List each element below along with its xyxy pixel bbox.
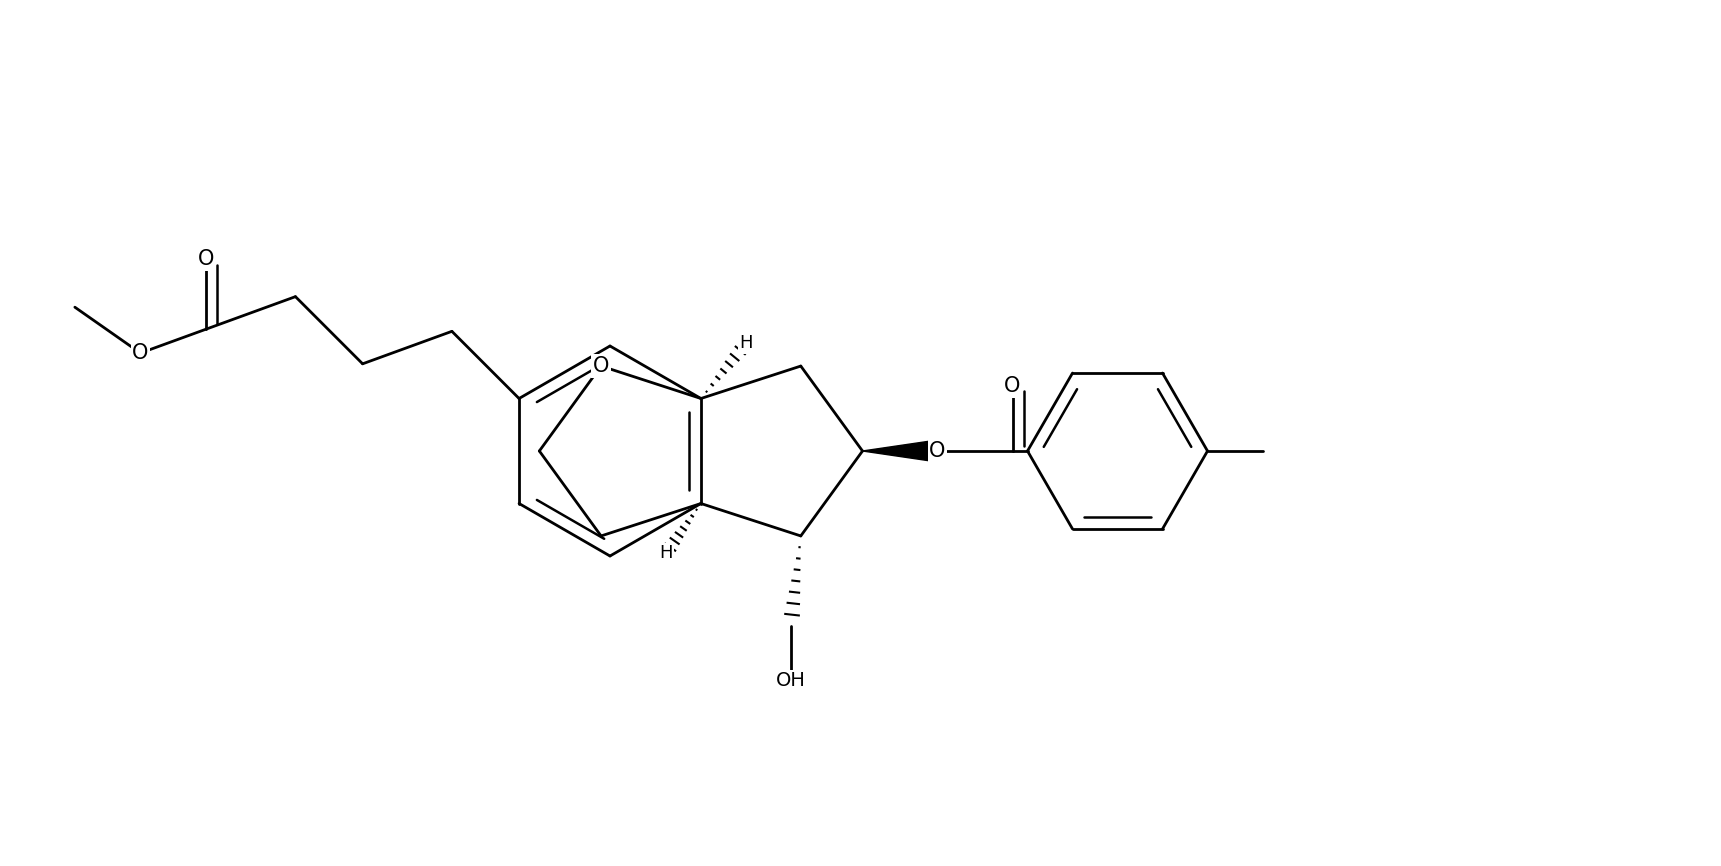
- Text: O: O: [133, 343, 148, 363]
- Text: O: O: [1005, 376, 1021, 396]
- Text: H: H: [740, 334, 752, 352]
- Polygon shape: [862, 440, 938, 462]
- Text: O: O: [198, 249, 215, 269]
- Text: O: O: [929, 441, 947, 461]
- Text: O: O: [592, 356, 609, 376]
- Text: OH: OH: [776, 671, 805, 690]
- Text: H: H: [659, 545, 673, 563]
